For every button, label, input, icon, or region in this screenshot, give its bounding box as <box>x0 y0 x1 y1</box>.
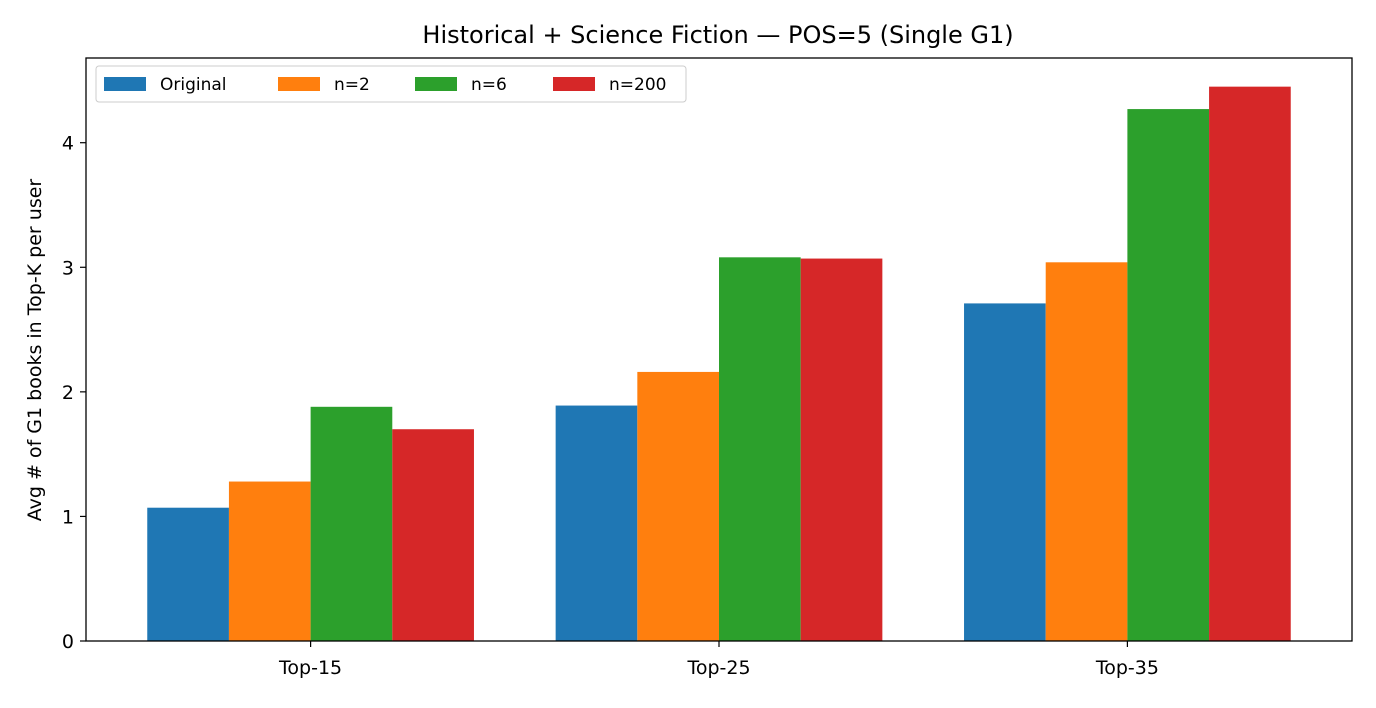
legend-box <box>95 65 687 103</box>
bar-n=6-Top-35 <box>1127 109 1210 642</box>
bar-Original-Top-35 <box>964 303 1046 641</box>
y-tick-label: 4 <box>62 133 74 155</box>
legend-label-n=200: n=200 <box>609 75 666 95</box>
bar-n=200-Top-25 <box>800 258 883 641</box>
bar-n=2-Top-15 <box>228 481 311 641</box>
bar-n=200-Top-35 <box>1209 86 1291 641</box>
legend-swatch-n=200 <box>553 77 595 91</box>
axes-layer: 0 1 2 3 4 Top-15 Top-25 Top-35 <box>62 57 1353 679</box>
y-tick-label: 1 <box>62 506 74 528</box>
y-axis-label: Avg # of G1 books in Top-K per user <box>24 179 46 522</box>
legend-swatch-n=2 <box>278 77 320 91</box>
y-tick-label: 2 <box>62 382 74 404</box>
legend: Original n=2 n=6 n=200 <box>95 65 687 103</box>
bar-n=2-Top-35 <box>1045 262 1128 641</box>
bars-layer <box>147 86 1291 642</box>
chart-title: Historical + Science Fiction — POS=5 (Si… <box>422 21 1013 49</box>
bar-n=6-Top-25 <box>719 257 801 641</box>
bar-Original-Top-25 <box>555 405 638 641</box>
legend-label-n=2: n=2 <box>334 75 370 95</box>
bar-n=2-Top-25 <box>637 371 719 641</box>
bar-n=6-Top-15 <box>310 406 393 641</box>
y-tick-label: 3 <box>62 257 74 279</box>
x-tick-label: Top-25 <box>686 657 750 679</box>
bar-n=200-Top-15 <box>392 429 474 641</box>
x-tick-label: Top-15 <box>278 657 342 679</box>
legend-swatch-n=6 <box>415 77 457 91</box>
legend-label-Original: Original <box>160 75 227 95</box>
y-tick-label: 0 <box>62 631 74 653</box>
legend-label-n=6: n=6 <box>471 75 507 95</box>
x-tick-label: Top-35 <box>1095 657 1159 679</box>
bar-Original-Top-15 <box>147 507 229 641</box>
legend-swatch-Original <box>104 77 146 91</box>
